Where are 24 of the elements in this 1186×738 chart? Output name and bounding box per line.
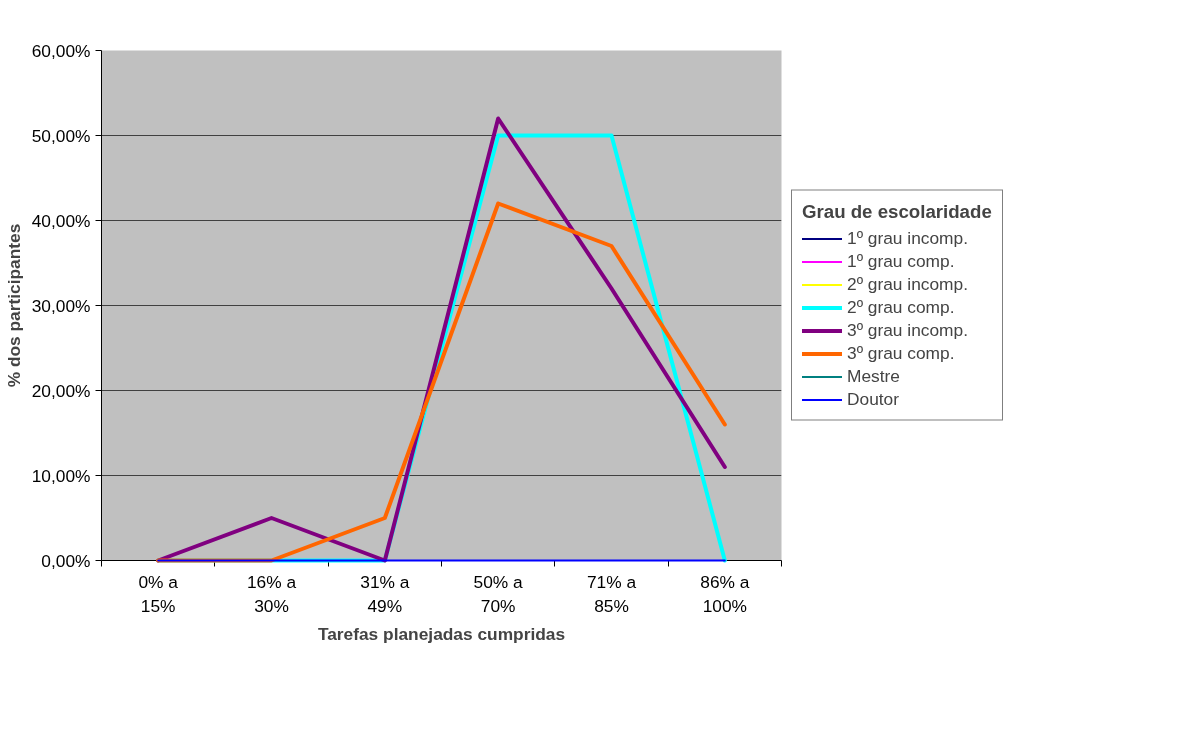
y-tick-label: 20,00% xyxy=(31,380,91,401)
x-axis-title: Tarefas planejadas cumpridas xyxy=(317,623,566,644)
x-tick-label: 71% a 85% xyxy=(586,571,637,616)
y-tick-label: 10,00% xyxy=(31,465,91,486)
y-tick-label: 40,00% xyxy=(31,210,91,231)
legend-label: 2º grau incomp. xyxy=(847,273,968,295)
x-tick-label: 31% a 49% xyxy=(360,571,410,616)
x-tick-label: 16% a 30% xyxy=(246,571,297,616)
y-axis-title: % dos participantes xyxy=(3,223,24,388)
legend-label: Doutor xyxy=(847,388,900,410)
y-tick-label: 0,00% xyxy=(41,550,91,571)
legend-label: 1º grau comp. xyxy=(847,250,955,272)
legend-label: Mestre xyxy=(847,365,900,387)
x-tick-label: 50% a 70% xyxy=(473,571,524,616)
x-tick-label: 0% a 15% xyxy=(138,571,179,616)
legend-title: Grau de escolaridade xyxy=(802,200,992,223)
y-tick-label: 50,00% xyxy=(31,125,91,146)
y-tick-label: 60,00% xyxy=(31,40,91,61)
x-tick-label: 86% a 100% xyxy=(700,571,750,616)
legend-label: 3º grau incomp. xyxy=(847,319,968,341)
y-tick-label: 30,00% xyxy=(31,295,91,316)
legend-label: 2º grau comp. xyxy=(847,296,955,318)
legend-label: 1º grau incomp. xyxy=(847,227,968,249)
legend-label: 3º grau comp. xyxy=(847,342,955,364)
